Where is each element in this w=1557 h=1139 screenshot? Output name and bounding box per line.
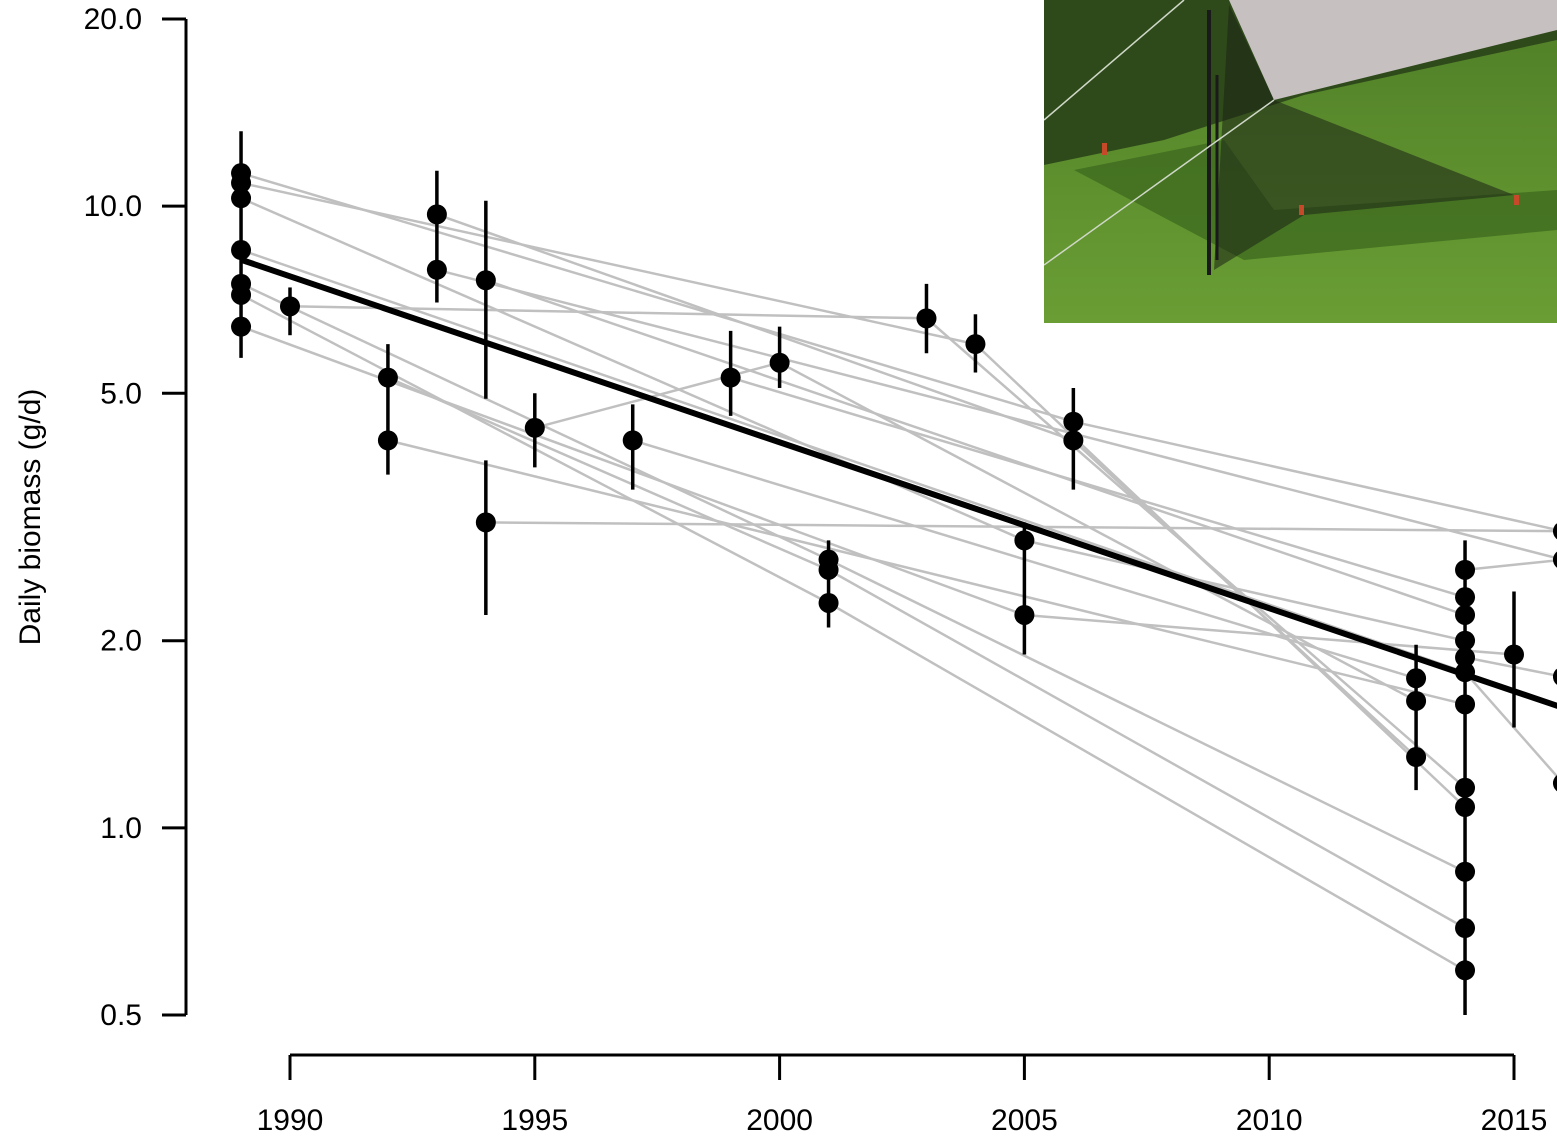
data-point [769,352,790,373]
data-point [720,367,741,388]
trap-roof [1229,0,1557,100]
site-line [436,268,1557,560]
data-point [1552,775,1557,792]
data-point [1455,604,1476,625]
data-point [377,367,398,388]
x-tick-label: 2005 [991,1104,1058,1137]
data-point [1504,644,1524,665]
data-point [280,296,300,317]
y-tick-label: 1.0 [100,812,142,845]
data-point [231,172,252,193]
data-point [1406,690,1427,711]
data-point [1455,777,1476,798]
data-point [1455,559,1476,580]
trap-mesh [1214,5,1514,270]
site-line [240,248,1466,674]
trend-line-group [240,256,1557,709]
data-point [818,592,839,613]
site-line [1464,559,1557,572]
site-line [289,305,1466,789]
x-axis: 1990 1995 2000 2005 2010 2015 [257,1053,1548,1137]
site-line [240,325,1515,656]
y-tick-label: 0.5 [100,999,142,1032]
data-point [1552,668,1557,685]
tent-peg-3 [1514,195,1519,205]
data-point [622,430,643,451]
data-point [1406,747,1427,768]
site-line [534,361,1417,703]
y-tick-label: 2.0 [100,625,142,658]
site-line [240,282,1466,873]
data-point [916,308,937,329]
tent-shadow [1074,140,1557,260]
x-tick-label: 2015 [1481,1104,1548,1137]
data-point [231,284,252,305]
data-points [231,163,1557,981]
data-point [1455,797,1476,818]
data-point [475,270,496,291]
data-point [524,417,545,438]
data-point [1455,647,1476,668]
data-point [1552,523,1557,540]
data-point [1455,630,1476,651]
x-tick-label: 1990 [257,1104,324,1137]
data-point [1014,530,1035,551]
y-tick-label: 20.0 [84,3,142,36]
data-point [231,240,252,261]
data-point [1455,662,1476,683]
data-point [1552,551,1557,568]
data-point [1063,411,1084,432]
guy-rope-2 [1044,0,1185,121]
data-point [231,188,252,209]
x-tick-label: 1995 [501,1104,568,1137]
data-point [1455,861,1476,882]
data-point [426,204,447,225]
y-axis-title: Daily biomass (g/d) [14,389,47,646]
data-point [377,430,398,451]
data-point [426,259,447,280]
y-tick-label: 10.0 [84,190,142,223]
x-tick-label: 2010 [1236,1104,1303,1137]
site-line [1464,671,1557,779]
tent-peg-2 [1299,205,1304,215]
tent-peg [1102,143,1107,155]
data-point [1455,918,1476,939]
site-line [387,439,1466,706]
data-point [1455,587,1476,608]
y-tick-label: 5.0 [100,377,142,410]
data-point [1455,694,1476,715]
x-tick-label: 2000 [746,1104,813,1137]
data-point [818,559,839,580]
data-point [1455,960,1476,981]
data-point [1014,604,1035,625]
data-point [965,334,986,355]
data-point [1406,668,1427,689]
data-point [231,316,252,337]
guy-rope [1044,99,1275,266]
data-point [1063,430,1084,451]
trend-line [240,256,1557,709]
y-axis: 0.5 1.0 2.0 5.0 10.0 20.0 Daily biomass (g/d) [14,3,188,1032]
photo-inset [1044,0,1557,323]
site-line [730,376,1466,599]
malaise-trap-photo [1044,0,1557,323]
site-line [485,279,1466,617]
data-point [475,512,496,533]
